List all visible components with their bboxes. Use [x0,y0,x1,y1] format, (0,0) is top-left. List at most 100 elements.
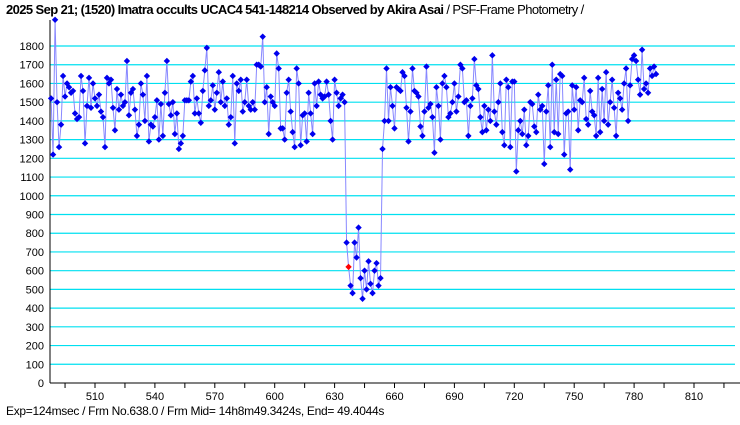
data-point [275,65,282,72]
data-point [79,87,87,95]
data-point [83,102,91,110]
data-point [159,132,167,140]
data-point [189,72,197,80]
data-point [539,102,546,110]
data-point [421,108,428,115]
data-point [361,267,368,274]
data-point [173,110,181,117]
data-point [201,67,209,74]
data-point [93,102,101,110]
data-point [369,289,376,297]
data-point [455,93,462,100]
data-point [463,97,470,104]
data-point [331,76,338,83]
data-point [441,72,448,80]
title-main: 2025 Sep 21; (1520) Imatra occults UCAC4… [6,2,444,17]
data-point [55,143,63,151]
data-point [151,113,159,121]
data-point [624,117,632,125]
data-point [483,127,490,134]
data-point [87,104,95,111]
data-point [75,113,83,121]
data-point [415,93,422,100]
data-point [57,121,65,128]
data-point [171,130,179,138]
data-point [489,52,496,59]
data-point [313,102,320,110]
y-tick-label: 200 [26,341,44,353]
data-point [283,89,290,97]
data-point [596,128,604,136]
data-point [185,97,193,104]
data-point [259,33,266,40]
data-point [115,106,123,113]
data-point [580,74,588,82]
data-point [453,108,460,115]
data-point [357,274,364,282]
data-point [511,78,518,85]
data-point [513,168,520,175]
data-point [549,61,556,68]
data-point [235,87,242,95]
data-point [626,82,634,89]
data-point [373,259,380,267]
data-point [600,117,608,125]
data-point [614,89,622,97]
data-point [271,102,278,110]
data-point [69,87,77,95]
data-point [642,80,650,87]
data-point [129,85,137,93]
data-point [610,104,618,111]
data-point [383,65,390,72]
frame-info-footer: Exp=124msec / Frm No.638.0 / Frm Mid= 14… [6,404,385,418]
data-point [431,149,438,156]
data-point [241,98,248,106]
data-point [299,112,306,119]
data-point [305,89,312,97]
data-point [145,138,153,145]
data-point [535,91,542,98]
data-point [333,89,340,97]
data-point [443,83,450,91]
data-point [175,145,183,153]
x-tick-label: 600 [266,391,284,403]
x-tick-label: 690 [445,391,463,403]
y-tick-label: 1600 [20,78,44,90]
x-tick-label: 780 [625,391,643,403]
highlighted-data-point [345,263,352,271]
data-series-line [50,19,657,299]
data-point [389,102,396,110]
data-point [289,128,296,136]
data-point [367,280,374,287]
data-point [561,151,568,158]
data-point [141,117,149,125]
data-point [157,100,165,108]
data-point [371,267,378,274]
data-point [447,110,454,117]
data-point [121,98,129,106]
data-point [555,130,562,138]
data-point [551,128,558,136]
data-point [646,65,654,72]
data-point [243,76,250,83]
data-point [139,91,147,98]
data-point [481,102,488,110]
data-point [630,52,638,59]
data-point [211,106,218,113]
data-point [588,108,596,115]
data-point [363,286,370,293]
data-point [543,108,550,115]
data-point [195,110,203,117]
y-tick-label: 1400 [20,116,44,128]
y-tick-label: 1500 [20,97,44,109]
data-point [537,106,544,113]
data-point [265,130,272,138]
data-point [343,239,350,246]
data-point [533,128,540,136]
data-point [203,44,211,52]
data-point [521,106,528,113]
data-point [545,82,552,89]
data-point [353,254,360,261]
data-point [604,121,612,128]
